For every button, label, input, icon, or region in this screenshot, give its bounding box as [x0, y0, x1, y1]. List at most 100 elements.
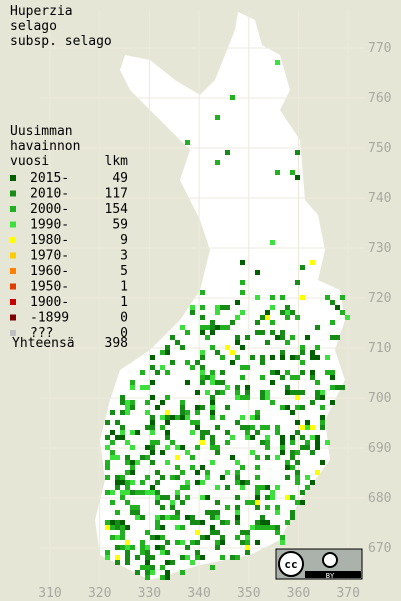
record-dot: [330, 320, 335, 325]
record-dot: [145, 410, 150, 415]
record-dot: [165, 540, 170, 545]
record-dot: [215, 445, 220, 450]
record-dot: [195, 550, 200, 555]
record-dot: [150, 460, 155, 465]
record-dot: [180, 570, 185, 575]
record-dot: [135, 555, 140, 560]
legend-count: 1: [120, 295, 128, 310]
record-dot: [345, 315, 350, 320]
y-coordinate-label: 700: [368, 391, 391, 406]
record-dot: [325, 355, 330, 360]
record-dot: [145, 530, 150, 535]
record-dot: [135, 460, 140, 465]
record-dot: [290, 310, 295, 315]
record-dot: [270, 305, 275, 310]
record-dot: [290, 495, 295, 500]
record-dot: [220, 370, 225, 375]
record-dot: [280, 355, 285, 360]
record-dot: [260, 525, 265, 530]
record-dot: [310, 375, 315, 380]
record-dot: [300, 345, 305, 350]
record-dot: [210, 565, 215, 570]
record-dot: [285, 475, 290, 480]
record-dot: [245, 535, 250, 540]
record-dot: [165, 430, 170, 435]
record-dot: [180, 405, 185, 410]
record-dot: [165, 560, 170, 565]
record-dot: [160, 495, 165, 500]
record-dot: [255, 465, 260, 470]
record-dot: [205, 535, 210, 540]
record-dot: [290, 515, 295, 520]
record-dot: [285, 310, 290, 315]
record-dot: [105, 445, 110, 450]
record-dot: [275, 510, 280, 515]
record-dot: [160, 425, 165, 430]
record-dot: [140, 550, 145, 555]
record-dot: [105, 435, 110, 440]
record-dot: [275, 505, 280, 510]
record-dot: [265, 395, 270, 400]
record-dot: [275, 425, 280, 430]
record-dot: [270, 320, 275, 325]
record-dot: [170, 360, 175, 365]
record-dot: [195, 425, 200, 430]
record-dot: [130, 470, 135, 475]
record-dot: [210, 415, 215, 420]
record-dot: [215, 425, 220, 430]
record-dot: [285, 315, 290, 320]
record-dot: [320, 420, 325, 425]
record-dot: [300, 500, 305, 505]
legend-heading: Uusimman: [10, 124, 73, 139]
record-dot: [190, 305, 195, 310]
title-line: selago: [10, 19, 57, 34]
x-coordinate-label: 310: [38, 586, 61, 601]
record-dot: [235, 335, 240, 340]
record-dot: [165, 435, 170, 440]
record-dot: [160, 415, 165, 420]
legend-label: 1990-: [30, 218, 69, 233]
record-dot: [200, 465, 205, 470]
record-dot: [320, 425, 325, 430]
record-dot: [160, 365, 165, 370]
record-dot: [230, 360, 235, 365]
record-dot: [275, 370, 280, 375]
record-dot: [245, 530, 250, 535]
record-dot: [285, 340, 290, 345]
record-dot: [240, 310, 245, 315]
record-dot: [150, 355, 155, 360]
record-dot: [200, 370, 205, 375]
record-dot: [190, 310, 195, 315]
record-dot: [125, 400, 130, 405]
record-dot: [230, 350, 235, 355]
record-dot: [255, 320, 260, 325]
record-dot: [140, 545, 145, 550]
record-dot: [185, 555, 190, 560]
record-dot: [120, 435, 125, 440]
legend-swatch: [10, 314, 16, 321]
legend-label: 2000-: [30, 202, 69, 217]
record-dot: [170, 440, 175, 445]
record-dot: [310, 480, 315, 485]
record-dot: [195, 405, 200, 410]
record-dot: [150, 365, 155, 370]
record-dot: [295, 395, 300, 400]
record-dot: [320, 415, 325, 420]
record-dot: [295, 430, 300, 435]
record-dot: [205, 510, 210, 515]
record-dot: [180, 470, 185, 475]
record-dot: [335, 305, 340, 310]
record-dot: [120, 530, 125, 535]
record-dot: [145, 570, 150, 575]
record-dot: [340, 295, 345, 300]
record-dot: [235, 505, 240, 510]
x-coordinate-label: 340: [187, 586, 210, 601]
record-dot: [255, 475, 260, 480]
record-dot: [165, 415, 170, 420]
cc-text: cc: [284, 558, 297, 571]
record-dot: [215, 545, 220, 550]
record-dot: [255, 295, 260, 300]
record-dot: [210, 440, 215, 445]
record-dot: [155, 470, 160, 475]
record-dot: [315, 390, 320, 395]
